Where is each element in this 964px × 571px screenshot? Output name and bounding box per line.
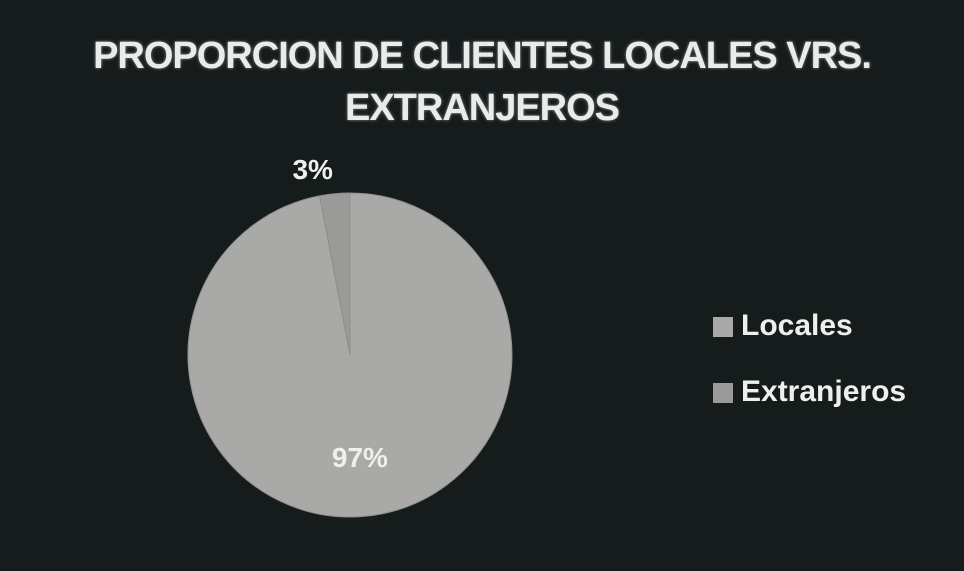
- legend-label: Locales: [741, 309, 853, 342]
- legend-label: Extranjeros: [741, 375, 906, 408]
- legend-swatch: [713, 317, 733, 337]
- legend-swatch: [713, 383, 733, 403]
- chart-title: PROPORCION DE CLIENTES LOCALES VRS. EXTR…: [93, 35, 872, 129]
- data-label: 97%: [332, 442, 388, 473]
- pie-slice: [319, 192, 351, 356]
- data-label: 3%: [292, 154, 333, 185]
